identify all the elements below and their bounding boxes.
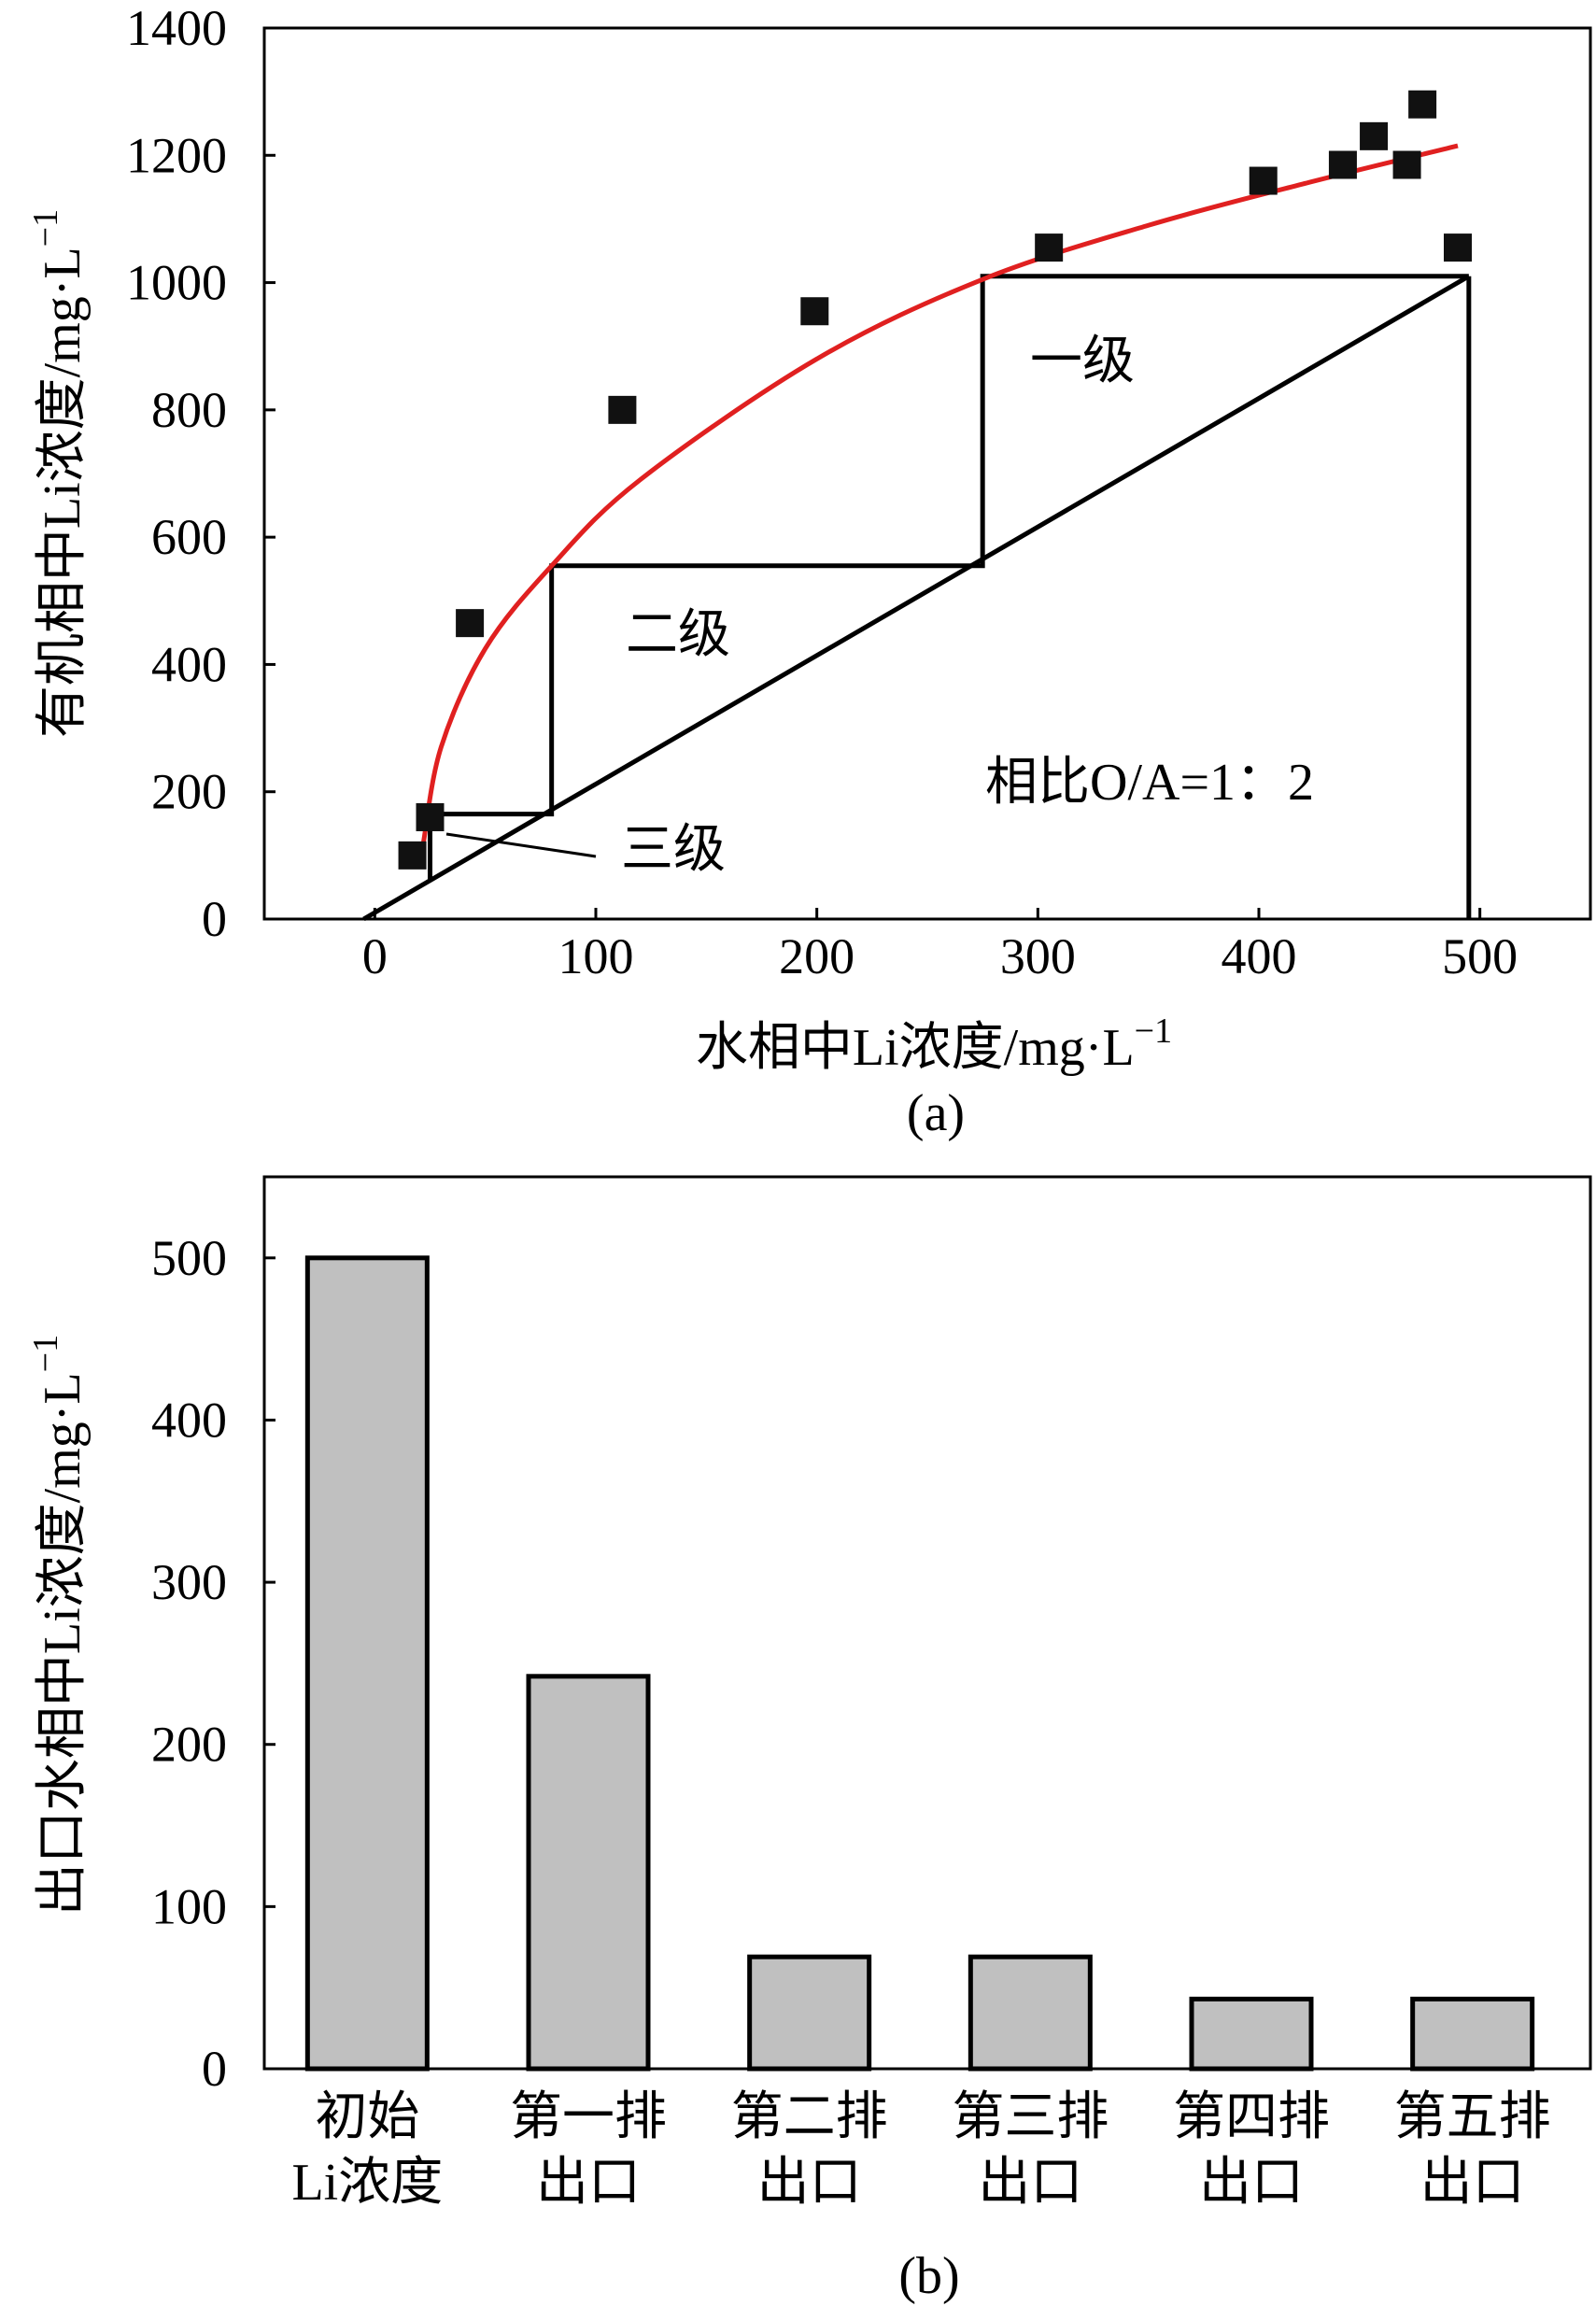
category-label: 第一排 — [510, 2088, 667, 2146]
chart-a-x-tick-label: 0 — [362, 928, 388, 984]
chart-a-y-tick-label: 1000 — [126, 255, 227, 311]
data-point — [800, 297, 829, 326]
annotation-stage1: 一级 — [1030, 332, 1135, 390]
data-point — [416, 802, 445, 831]
annotation-stage3: 三级 — [621, 821, 726, 879]
category-label: 出口 — [757, 2154, 862, 2212]
chart-a-x-axis-title: 水相中Li浓度/mg·L−1 — [696, 1012, 1172, 1077]
chart-b-y-tick-label: 100 — [151, 1878, 227, 1934]
bar — [1410, 1996, 1535, 2072]
chart-a-y-axis-title: 有机相中Li浓度/mg·L−1 — [26, 209, 92, 738]
chart-b-frame — [262, 1175, 1592, 2071]
chart-a-x-tick-label: 300 — [1000, 928, 1076, 984]
chart-a-x-tick-label: 200 — [779, 928, 854, 984]
category-label: 初始 — [315, 2088, 419, 2146]
category-label: 第五排 — [1394, 2088, 1551, 2146]
data-point — [1444, 233, 1472, 262]
chart-a-y-tick-label: 1200 — [126, 127, 227, 183]
bar — [967, 1954, 1093, 2072]
data-point — [1328, 150, 1357, 179]
category-label: 第三排 — [952, 2088, 1109, 2146]
chart-b-panel-label: (b) — [898, 2247, 959, 2305]
chart-a-y-tick-label: 0 — [202, 891, 227, 947]
chart-a-x-tick-label: 500 — [1442, 928, 1518, 984]
chart-a-points — [398, 90, 1472, 870]
operating-line — [362, 274, 1471, 922]
category-label: 出口 — [978, 2154, 1082, 2212]
chart-a-panel-label: (a) — [907, 1084, 965, 1142]
chart-a-y-tick-label: 800 — [151, 382, 227, 438]
chart-a-y-axis: 0 200 400 600 800 1000 1200 1400 — [126, 0, 275, 947]
chart-a-y-tick-label: 600 — [151, 509, 227, 565]
chart-b-y-axis-title: 出口水相中Li浓度/mg·L−1 — [26, 1335, 92, 1916]
data-point — [398, 841, 427, 870]
bar — [1189, 1996, 1314, 2072]
data-point — [1392, 150, 1421, 179]
bar — [304, 1255, 430, 2072]
chart-b-y-tick-label: 300 — [151, 1554, 227, 1610]
chart-a-x-tick-label: 100 — [558, 928, 634, 984]
chart-b-y-tick-label: 0 — [202, 2041, 227, 2097]
category-label: 第二排 — [731, 2088, 888, 2146]
chart-b-y-axis: 0 100 200 300 400 500 — [151, 1230, 275, 2097]
annotation-stage3-leader — [445, 832, 597, 858]
data-point — [1360, 121, 1389, 150]
data-point — [1249, 166, 1278, 195]
data-point — [1035, 233, 1064, 262]
chart-a-x-tick-label: 400 — [1222, 928, 1297, 984]
annotation-stage2: 二级 — [626, 606, 730, 664]
chart-a-x-axis: 0 100 200 300 400 500 — [362, 908, 1518, 984]
chart-b-y-tick-label: 200 — [151, 1717, 227, 1773]
chart-b-y-tick-label: 400 — [151, 1392, 227, 1448]
chart-b-y-tick-label: 500 — [151, 1230, 227, 1286]
category-label: 出口 — [536, 2154, 641, 2212]
fit-curve — [420, 143, 1459, 843]
bar — [747, 1954, 872, 2072]
chart-a: 0 100 200 300 400 500 0 200 400 600 800 1000 1200 14… — [26, 0, 1592, 1142]
category-label: 出口 — [1420, 2154, 1525, 2212]
chart-a-y-tick-label: 200 — [151, 764, 227, 820]
chart-a-y-tick-label: 400 — [151, 636, 227, 692]
data-point — [608, 395, 637, 424]
category-label: Li浓度 — [291, 2154, 443, 2212]
data-point — [1408, 90, 1437, 119]
chart-b-bars — [304, 1255, 1535, 2072]
data-point — [456, 609, 485, 638]
annotation-phase-ratio: 相比O/A=1：2 — [985, 754, 1314, 812]
category-label: 第四排 — [1173, 2088, 1330, 2146]
chart-a-frame — [262, 26, 1592, 921]
bar — [526, 1674, 651, 2072]
chart-a-y-tick-label: 1400 — [126, 0, 227, 56]
category-label: 出口 — [1199, 2154, 1304, 2212]
